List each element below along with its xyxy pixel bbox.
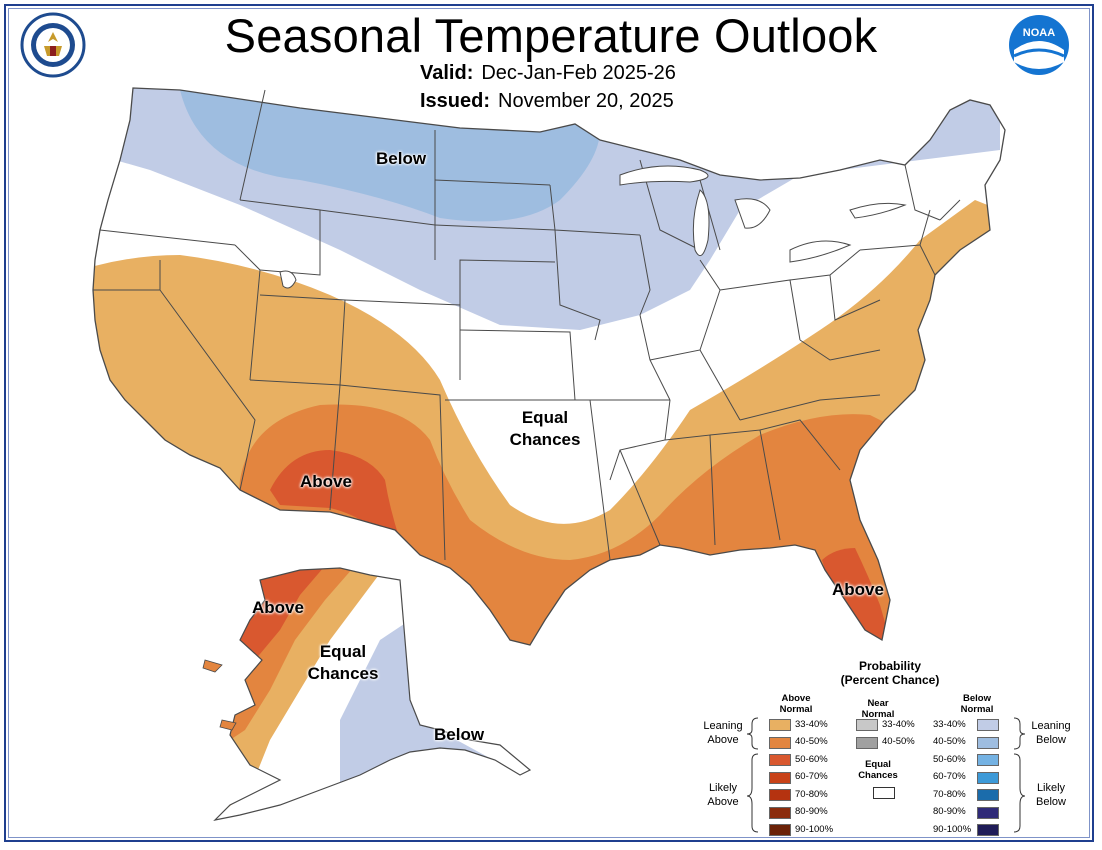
legend-equal-chances-swatch (873, 787, 895, 799)
probability-legend: Probability (Percent Chance) Above Norma… (690, 656, 1090, 841)
legend-above-swatch-4 (769, 789, 791, 801)
map-label-above-florida: Above (832, 580, 884, 599)
legend-above-swatch-1 (769, 736, 791, 749)
legend-below-swatch-6 (977, 824, 999, 836)
legend-likely-above: Likely Above (698, 781, 748, 809)
page-title: Seasonal Temperature Outlook (224, 9, 878, 62)
issued-line: Issued: November 20, 2025 (420, 90, 674, 113)
legend-below-swatch-2 (977, 754, 999, 766)
great-lakes (279, 165, 907, 289)
legend-above-range-label-4: 70-80% (795, 788, 828, 800)
ak-equal-chances-line-2: Chances (307, 664, 379, 683)
legend-below-range-label-5: 80-90% (933, 806, 966, 817)
map-label-below-alaska: Below (434, 725, 485, 744)
likely-below-1: Likely (1036, 782, 1066, 794)
map-label-above-alaska: Above (252, 598, 304, 617)
legend-below-head-1: Below (963, 693, 991, 704)
legend-equal-chances-1: Equal (865, 759, 891, 770)
legend-near-head-2: Normal (861, 709, 895, 720)
issued-value: November 20, 2025 (498, 90, 674, 112)
legend-above-range-label-3: 60-70% (795, 771, 828, 782)
legend-below-head: Below Normal (949, 693, 1005, 715)
ak-equal-chances-line-1: Equal (319, 642, 367, 661)
noaa-logo-icon: NOAA (1009, 15, 1069, 75)
legend-below-range-label-0: 33-40% (933, 718, 966, 730)
legend-near-swatch-1 (856, 736, 878, 749)
legend-above-head-1: Above (781, 693, 811, 704)
valid-value: Dec-Jan-Feb 2025-26 (481, 62, 676, 84)
issued-label: Issued: (420, 90, 491, 112)
leaning-above-2: Above (707, 734, 739, 746)
map-label-above-southwest: Above (300, 472, 352, 491)
legend-equal-chances-2: Chances (858, 770, 898, 781)
legend-likely-below: Likely Below (1024, 781, 1078, 809)
legend-below-range-label-2: 50-60% (933, 753, 966, 765)
legend-below-range-label-3: 60-70% (933, 771, 966, 782)
legend-above-range-label-5: 80-90% (795, 806, 828, 817)
state-borders (93, 89, 961, 561)
legend-above-range-label-1: 40-50% (795, 736, 828, 747)
legend-below-swatch-4 (977, 789, 999, 801)
legend-title-line-1: Probability (858, 659, 921, 673)
legend-title: Probability (Percent Chance) (815, 659, 965, 687)
legend-below-swatch-3 (977, 771, 999, 784)
legend-equal-chances-head: Equal Chances (853, 759, 903, 781)
legend-title-line-2: (Percent Chance) (840, 673, 940, 687)
department-of-commerce-seal-icon (20, 12, 86, 78)
legend-above-swatch-5 (769, 806, 791, 819)
legend-above-head-2: Normal (779, 704, 813, 715)
legend-leaning-below: Leaning Below (1024, 719, 1078, 747)
legend-near-head-1: Near (867, 698, 889, 709)
map-label-equal-chances-alaska: Equal Chances (293, 641, 393, 685)
legend-above-range-label-6: 90-100% (795, 823, 834, 835)
equal-chances-line-2: Chances (509, 430, 581, 449)
legend-below-range-label-1: 40-50% (933, 736, 966, 747)
legend-above-head: Above Normal (768, 693, 824, 715)
legend-near-head: Near Normal (853, 698, 903, 720)
legend-below-head-2: Normal (960, 704, 994, 715)
map-frame-inner (8, 8, 1090, 838)
legend-above-range-label-2: 50-60% (795, 753, 828, 765)
equal-chances-line-1: Equal (521, 408, 569, 427)
legend-above-swatch-0 (769, 719, 791, 731)
valid-label: Valid: (420, 62, 474, 84)
conus-shading (93, 88, 1005, 645)
legend-brace-below (1013, 717, 1026, 833)
likely-above-1: Likely (708, 782, 738, 794)
map-label-below-north: Below (376, 149, 427, 168)
conus-outline (92, 87, 1006, 646)
legend-near-range-label-1: 40-50% (882, 736, 915, 747)
alaska-outline (213, 567, 532, 821)
leaning-below-2: Below (1036, 734, 1066, 746)
legend-leaning-above: Leaning Above (698, 719, 748, 747)
legend-above-range-label-0: 33-40% (795, 718, 828, 730)
map-label-equal-chances-center: Equal Chances (495, 407, 595, 451)
valid-line: Valid: Dec-Jan-Feb 2025-26 (420, 62, 676, 85)
likely-below-2: Below (1036, 796, 1066, 808)
legend-brace-above (746, 717, 759, 833)
legend-below-swatch-5 (977, 806, 999, 819)
likely-above-2: Above (707, 796, 739, 808)
legend-above-swatch-2 (769, 754, 791, 766)
legend-below-swatch-0 (977, 719, 999, 731)
legend-above-swatch-3 (769, 771, 791, 784)
legend-near-range-label-0: 33-40% (882, 718, 915, 730)
legend-below-range-label-4: 70-80% (933, 788, 966, 800)
legend-above-swatch-6 (769, 824, 791, 836)
leaning-below-1: Leaning (1031, 720, 1071, 732)
alaska-islands (202, 659, 237, 731)
noaa-logo-text: NOAA (1023, 27, 1055, 39)
legend-near-swatch-0 (856, 719, 878, 731)
legend-below-swatch-1 (977, 736, 999, 749)
leaning-above-1: Leaning (703, 720, 743, 732)
map-frame (4, 4, 1094, 842)
legend-below-range-label-6: 90-100% (933, 823, 972, 835)
